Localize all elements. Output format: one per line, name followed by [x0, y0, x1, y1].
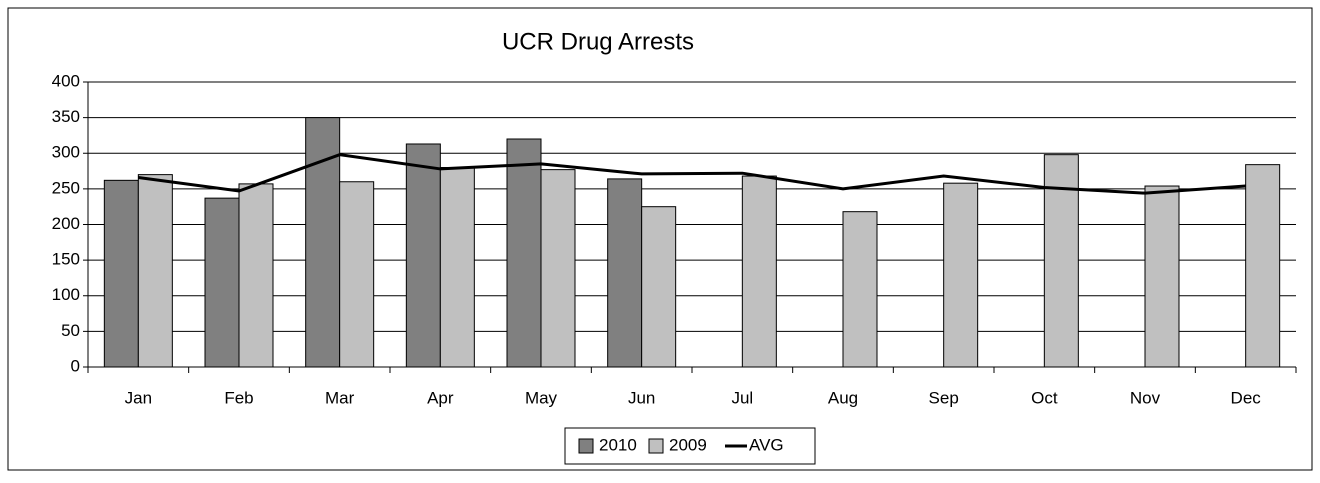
bar [943, 182, 979, 368]
legend-box [564, 427, 816, 465]
legend-label: AVG [749, 435, 784, 454]
x-tick-label: Aug [828, 388, 858, 407]
x-tick-label: Apr [427, 388, 454, 407]
y-tick-label: 100 [52, 285, 80, 304]
x-tick-label: Nov [1130, 388, 1161, 407]
y-tick-label: 50 [61, 321, 80, 340]
legend-swatch [648, 438, 664, 454]
legend-label: 2009 [669, 435, 707, 454]
bar [842, 211, 878, 368]
bar [339, 181, 375, 368]
bar [238, 183, 274, 368]
bar [1245, 164, 1281, 368]
x-tick-label: Jul [731, 388, 753, 407]
line [138, 153, 1246, 195]
bar [741, 175, 777, 368]
chart-title: UCR Drug Arrests [502, 28, 694, 55]
bar [439, 167, 475, 368]
bar [137, 174, 173, 368]
x-tick-label: Dec [1231, 388, 1262, 407]
y-tick-label: 250 [52, 178, 80, 197]
bar [540, 169, 576, 368]
legend-label: 2010 [599, 435, 637, 454]
bar [1144, 185, 1180, 368]
x-tick-label: May [525, 388, 558, 407]
bar [204, 197, 240, 368]
y-tick-label: 350 [52, 107, 80, 126]
bar [641, 206, 677, 368]
bar [405, 143, 441, 368]
y-tick-label: 200 [52, 214, 80, 233]
x-tick-label: Jan [125, 388, 152, 407]
y-tick-label: 400 [52, 71, 80, 90]
x-tick-label: Mar [325, 388, 355, 407]
y-tick-label: 150 [52, 250, 80, 269]
legend-swatch [578, 438, 594, 454]
x-tick-label: Feb [224, 388, 253, 407]
y-tick-label: 0 [71, 356, 80, 375]
bar [607, 178, 643, 368]
x-tick-label: Sep [929, 388, 959, 407]
x-tick-label: Oct [1031, 388, 1058, 407]
bar [103, 179, 139, 368]
bar [506, 138, 542, 368]
x-tick-label: Jun [628, 388, 655, 407]
y-tick-label: 300 [52, 143, 80, 162]
